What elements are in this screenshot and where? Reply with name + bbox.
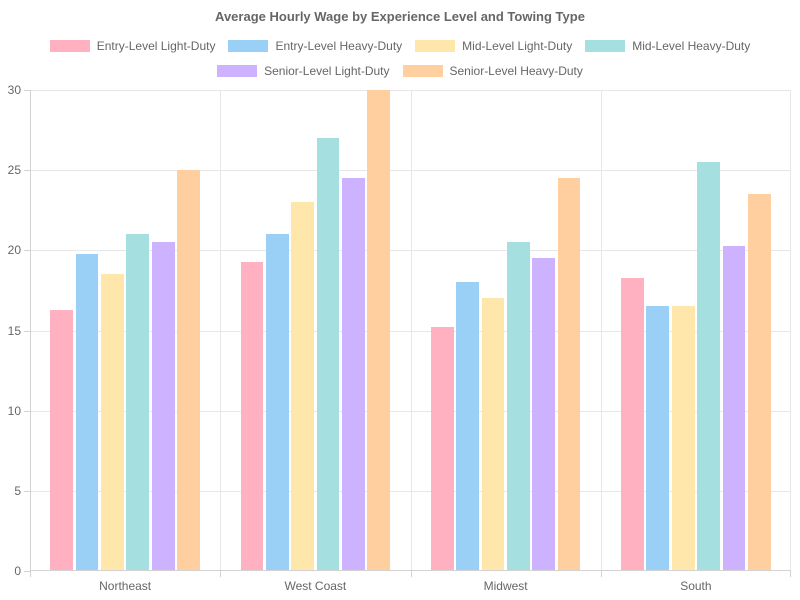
bar[interactable] bbox=[671, 306, 695, 571]
bar[interactable] bbox=[265, 234, 289, 571]
y-tick-label: 15 bbox=[7, 324, 21, 338]
y-tick-mark bbox=[24, 170, 30, 171]
y-tick-label: 10 bbox=[7, 404, 21, 418]
chart-legend: Entry-Level Light-Duty Entry-Level Heavy-… bbox=[0, 39, 800, 78]
bar[interactable] bbox=[291, 202, 315, 571]
bar[interactable] bbox=[342, 178, 365, 571]
bar[interactable] bbox=[747, 194, 771, 571]
legend-item-label: Senior-Level Heavy-Duty bbox=[449, 64, 583, 78]
y-tick-mark bbox=[24, 491, 30, 492]
y-tick-mark bbox=[24, 90, 30, 91]
bar[interactable] bbox=[481, 298, 505, 571]
legend-item-label: Mid-Level Heavy-Duty bbox=[632, 39, 751, 53]
bar[interactable] bbox=[151, 242, 175, 571]
y-gridline bbox=[30, 170, 791, 171]
y-tick-mark bbox=[24, 250, 30, 251]
bar[interactable] bbox=[506, 242, 530, 571]
x-tick-mark bbox=[411, 571, 412, 577]
y-gridline bbox=[30, 491, 791, 492]
x-gridline bbox=[601, 90, 602, 571]
legend-item-label: Entry-Level Heavy-Duty bbox=[275, 39, 403, 53]
chart-title: Average Hourly Wage by Experience Level … bbox=[215, 9, 585, 24]
y-axis-line bbox=[30, 90, 31, 571]
legend-item-5[interactable]: Senior-Level Light-Duty bbox=[217, 64, 390, 78]
bar[interactable] bbox=[621, 278, 644, 571]
plot-area bbox=[30, 90, 791, 571]
bar[interactable] bbox=[367, 90, 391, 571]
bar[interactable] bbox=[722, 246, 746, 571]
x-tick-label: West Coast bbox=[284, 579, 347, 593]
y-tick-mark bbox=[24, 571, 30, 572]
legend-swatch-icon bbox=[585, 40, 626, 52]
y-gridline bbox=[30, 90, 791, 91]
legend-item-1[interactable]: Entry-Level Light-Duty bbox=[49, 39, 216, 53]
bar[interactable] bbox=[456, 282, 479, 571]
legend-swatch-icon bbox=[415, 40, 456, 52]
bar[interactable] bbox=[177, 170, 200, 571]
bar[interactable] bbox=[557, 178, 581, 571]
y-tick-mark bbox=[24, 411, 30, 412]
y-tick-label: 30 bbox=[7, 83, 21, 97]
legend-item-label: Mid-Level Light-Duty bbox=[462, 39, 573, 53]
bar[interactable] bbox=[50, 310, 74, 571]
y-tick-label: 25 bbox=[7, 163, 21, 177]
bar[interactable] bbox=[101, 274, 124, 571]
y-tick-label: 5 bbox=[14, 484, 21, 498]
bar[interactable] bbox=[316, 138, 340, 571]
bar[interactable] bbox=[126, 234, 150, 571]
x-tick-mark bbox=[220, 571, 221, 577]
y-gridline bbox=[30, 411, 791, 412]
legend-swatch-icon bbox=[217, 65, 258, 77]
legend-swatch-icon bbox=[228, 40, 269, 52]
y-tick-mark bbox=[24, 331, 30, 332]
bar[interactable] bbox=[430, 326, 454, 571]
bar[interactable] bbox=[697, 162, 720, 571]
bar[interactable] bbox=[240, 262, 264, 571]
legend-row: Entry-Level Light-Duty Entry-Level Heavy-… bbox=[49, 39, 750, 53]
x-tick-mark bbox=[790, 571, 791, 577]
bar[interactable] bbox=[532, 258, 556, 571]
x-tick-label: Midwest bbox=[483, 579, 528, 593]
x-tick-label: Northeast bbox=[99, 579, 152, 593]
x-gridline bbox=[790, 90, 791, 571]
y-tick-label: 0 bbox=[14, 564, 21, 578]
bar[interactable] bbox=[75, 254, 99, 571]
x-tick-label: South bbox=[680, 579, 712, 593]
legend-swatch-icon bbox=[402, 65, 443, 77]
x-tick-mark bbox=[601, 571, 602, 577]
y-gridline bbox=[30, 250, 791, 251]
legend-item-label: Entry-Level Light-Duty bbox=[96, 39, 216, 53]
legend-row: Senior-Level Light-Duty Senior-Level Heav… bbox=[217, 64, 583, 78]
y-gridline bbox=[30, 331, 791, 332]
bar[interactable] bbox=[646, 306, 670, 571]
x-tick-mark bbox=[30, 571, 31, 577]
legend-swatch-icon bbox=[49, 40, 90, 52]
legend-item-2[interactable]: Entry-Level Heavy-Duty bbox=[228, 39, 402, 53]
x-axis-line bbox=[30, 570, 791, 571]
y-tick-label: 20 bbox=[7, 243, 21, 257]
legend-item-label: Senior-Level Light-Duty bbox=[264, 64, 390, 78]
legend-item-3[interactable]: Mid-Level Light-Duty bbox=[415, 39, 572, 53]
legend-item-4[interactable]: Mid-Level Heavy-Duty bbox=[585, 39, 750, 53]
x-gridline bbox=[220, 90, 221, 571]
x-gridline bbox=[411, 90, 412, 571]
legend-item-6[interactable]: Senior-Level Heavy-Duty bbox=[402, 64, 583, 78]
